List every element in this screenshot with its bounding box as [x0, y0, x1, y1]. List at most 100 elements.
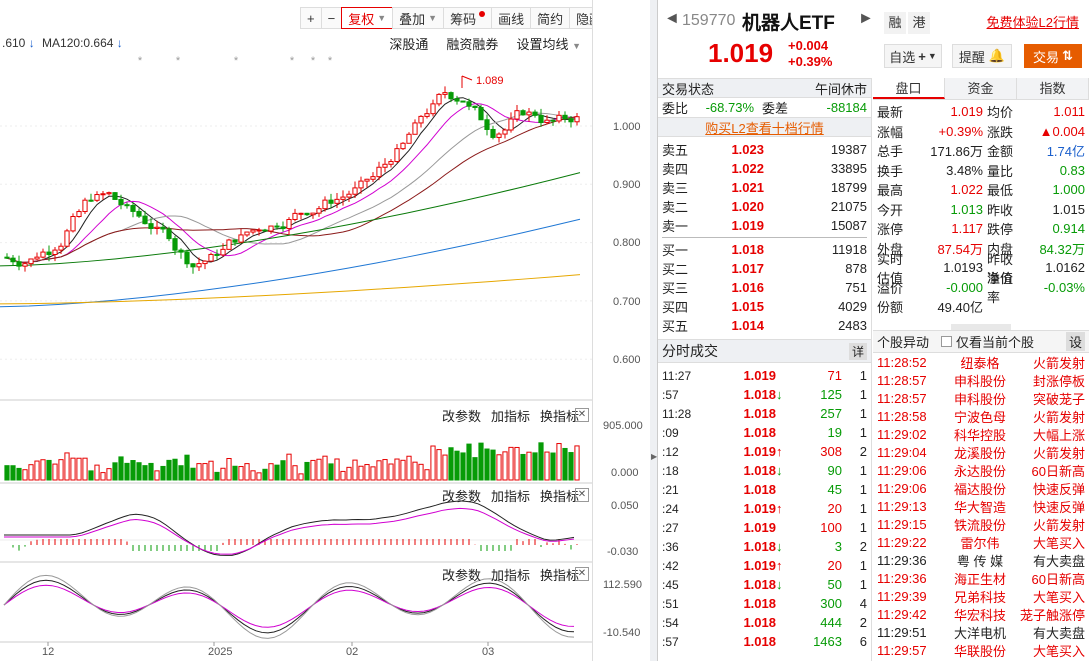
- volume-bar: [358, 465, 364, 481]
- candle-body: [304, 212, 310, 216]
- volume-bar: [106, 468, 112, 481]
- alert-row[interactable]: 11:29:13 华大智造 快速反弹: [873, 497, 1089, 515]
- alert-row[interactable]: 11:28:52 纽泰格 火箭发射: [873, 353, 1089, 371]
- alert-row[interactable]: 11:29:57 华联股份 大笔买入: [873, 641, 1089, 659]
- add-indicator-link[interactable]: 加指标: [490, 568, 530, 583]
- bid-row[interactable]: 买二 1.017 878: [658, 259, 871, 278]
- bid-row[interactable]: 买四 1.015 4029: [658, 297, 871, 316]
- add-indicator-link[interactable]: 加指标: [490, 489, 530, 504]
- switch-indicator-link[interactable]: 换指标: [539, 568, 579, 583]
- zoom-in-button[interactable]: +: [300, 7, 322, 29]
- candle-body: [262, 229, 268, 232]
- ask-row[interactable]: 卖五 1.023 19387: [658, 140, 871, 159]
- alert-stock-name: 粤 传 媒: [956, 553, 1004, 569]
- alert-row[interactable]: 11:29:02 科华控股 大幅上涨: [873, 425, 1089, 443]
- add-indicator-link[interactable]: 加指标: [490, 409, 530, 424]
- bid-row[interactable]: 买三 1.016 751: [658, 278, 871, 297]
- free-l2-link[interactable]: 免费体验L2行情: [986, 15, 1079, 30]
- bid-row[interactable]: 买一 1.018 11918: [658, 240, 871, 259]
- volume-bar: [574, 445, 580, 481]
- alert-row[interactable]: 11:29:39 兄弟科技 大笔买入: [873, 587, 1089, 605]
- chevron-down-icon: ▼: [428, 13, 438, 23]
- margin-badge[interactable]: 融: [884, 12, 906, 34]
- bid-row[interactable]: 买五 1.014 2483: [658, 316, 871, 335]
- tick-count: 2: [859, 615, 867, 630]
- tick-time: 11:28: [662, 406, 692, 421]
- ask-row[interactable]: 卖三 1.021 18799: [658, 178, 871, 197]
- simple-button[interactable]: 简约: [530, 7, 571, 29]
- overlay-dropdown[interactable]: 叠加 ▼: [392, 7, 445, 29]
- panel-splitter[interactable]: ▶: [650, 0, 658, 661]
- alert-event: 有大卖盘: [1032, 625, 1085, 641]
- volume-bar: [16, 467, 22, 481]
- close-icon[interactable]: ✕: [575, 488, 589, 502]
- alert-row[interactable]: 11:29:42 华宏科技 茏子触涨停: [873, 605, 1089, 623]
- volume-bar: [292, 465, 298, 481]
- wb-label: 委比: [662, 101, 689, 116]
- volume-bar: [274, 464, 280, 481]
- alert-row[interactable]: 11:29:15 铁流股份 火箭发射: [873, 515, 1089, 533]
- alert-row[interactable]: 11:28:57 申科股份 封涨停板: [873, 371, 1089, 389]
- alert-row[interactable]: 11:29:22 雷尔伟 大笔买入: [873, 533, 1089, 551]
- close-icon[interactable]: ✕: [575, 408, 589, 422]
- tick-count: 1: [859, 463, 867, 478]
- hk-badge[interactable]: 港: [908, 12, 930, 34]
- alert-stock-name: 福达股份: [953, 481, 1006, 497]
- volume-bar: [268, 463, 274, 481]
- alert-stock-name: 宁波色母: [953, 409, 1006, 425]
- alert-time: 11:28:58: [877, 408, 927, 424]
- alert-row[interactable]: 11:29:36 海正生材 60日新高: [873, 569, 1089, 587]
- alert-row[interactable]: 11:29:04 龙溪股份 火箭发射: [873, 443, 1089, 461]
- candle-body: [556, 114, 562, 122]
- candle-body: [190, 263, 196, 268]
- candle-body: [178, 249, 184, 253]
- switch-indicator-link[interactable]: 换指标: [539, 489, 579, 504]
- alert-row[interactable]: 11:29:51 大洋电机 有大卖盘: [873, 623, 1089, 641]
- trade-button[interactable]: 交易 ⇅: [1024, 44, 1082, 68]
- alert-row[interactable]: 11:29:06 永达股份 60日新高: [873, 461, 1089, 479]
- ask-row[interactable]: 卖四 1.022 33895: [658, 159, 871, 178]
- close-icon[interactable]: ✕: [575, 567, 589, 581]
- ask-row[interactable]: 卖二 1.020 21075: [658, 197, 871, 216]
- add-watchlist-button[interactable]: 自选 + ▼: [884, 44, 942, 68]
- kline-chart-svg[interactable]: * * * * * *: [0, 0, 592, 661]
- edit-params-link[interactable]: 改参数: [441, 409, 481, 424]
- ticks-detail-button[interactable]: 详: [848, 342, 867, 360]
- volume-bar: [10, 465, 16, 481]
- switch-indicator-link[interactable]: 换指标: [539, 409, 579, 424]
- alert-row[interactable]: 11:29:06 福达股份 快速反弹: [873, 479, 1089, 497]
- draw-line-button[interactable]: 画线: [491, 7, 532, 29]
- resize-handle[interactable]: [951, 324, 1011, 330]
- tick-volume: 19: [827, 425, 842, 440]
- candle-body: [10, 257, 16, 263]
- buy-l2-link[interactable]: 购买L2查看十档行情: [705, 120, 824, 136]
- only-current-checkbox[interactable]: [941, 336, 953, 347]
- tab-index[interactable]: 指数: [1017, 78, 1089, 99]
- adjust-dropdown[interactable]: 复权 ▼: [341, 7, 394, 29]
- chip-button[interactable]: 筹码: [443, 7, 493, 29]
- alerts-settings-button[interactable]: 设: [1065, 332, 1085, 351]
- alert-row[interactable]: 11:28:57 申科股份 突破茏子: [873, 389, 1089, 407]
- edit-params-link[interactable]: 改参数: [441, 489, 481, 504]
- zoom-out-button[interactable]: −: [320, 7, 343, 29]
- kline-chart-panel[interactable]: ****** + − 复权▼ 叠加▼ 筹码 画线 简约 隐藏►► ► .610 …: [0, 0, 656, 661]
- tab-capital[interactable]: 资金: [945, 78, 1017, 99]
- y-tick-label: 0.700: [613, 296, 641, 308]
- quote-value: 49.40亿: [937, 300, 983, 316]
- alert-row[interactable]: 11:28:58 宁波色母 火箭发射: [873, 407, 1089, 425]
- tick-row: :27 1.019 100 1: [658, 518, 871, 537]
- volume-bar: [466, 443, 472, 481]
- next-stock-button[interactable]: ►: [858, 10, 874, 27]
- ma120-value: MA120:0.664: [42, 36, 114, 50]
- volume-bar: [178, 465, 184, 481]
- alert-row[interactable]: 11:29:36 粤 传 媒 有大卖盘: [873, 551, 1089, 569]
- tick-price: 1.018: [743, 634, 776, 649]
- tab-handicap[interactable]: 盘口: [873, 78, 945, 99]
- shen-gutong-link[interactable]: 深股通: [389, 37, 429, 52]
- setup-ma-dropdown[interactable]: 设置均线 ▼: [516, 34, 581, 53]
- margin-trading-link[interactable]: 融资融券: [446, 37, 499, 52]
- reminder-button[interactable]: 提醒 🔔: [952, 44, 1012, 68]
- edit-params-link[interactable]: 改参数: [441, 568, 481, 583]
- prev-stock-button[interactable]: ◄: [664, 10, 680, 27]
- ask-row[interactable]: 卖一 1.019 15087: [658, 216, 871, 235]
